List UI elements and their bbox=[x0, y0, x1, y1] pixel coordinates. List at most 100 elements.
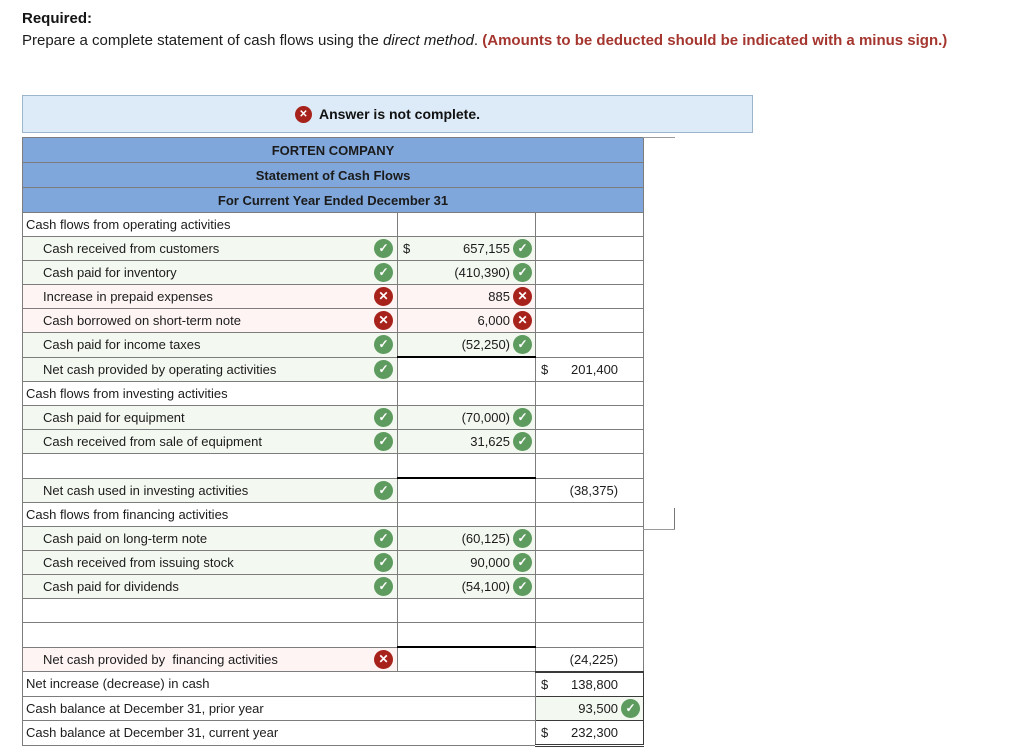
table-row: Cash paid for dividends ✓ (54,100) ✓ bbox=[22, 574, 645, 599]
table-row: Net cash provided by financing activitie… bbox=[22, 646, 645, 672]
row-label: Cash flows from financing activities bbox=[26, 507, 229, 522]
total-cell bbox=[534, 550, 645, 575]
container-border-segment bbox=[643, 529, 675, 530]
row-label-cell[interactable]: Net cash provided by operating activitie… bbox=[22, 356, 398, 382]
instruction-method: direct method bbox=[383, 32, 474, 49]
total-cell bbox=[534, 598, 645, 623]
amount-cell[interactable] bbox=[397, 598, 536, 623]
table-row: Cash flows from financing activities bbox=[22, 502, 645, 527]
row-label: Cash received from customers bbox=[43, 241, 220, 256]
row-label-cell[interactable] bbox=[22, 453, 398, 479]
section-label-cell: Cash flows from investing activities bbox=[22, 381, 398, 406]
table-row: Increase in prepaid expenses ✕ 885 ✕ bbox=[22, 284, 645, 309]
amount-value: 885 bbox=[488, 289, 510, 304]
row-label-cell[interactable]: Cash received from issuing stock ✓ bbox=[22, 550, 398, 575]
table-row: Cash paid for income taxes ✓ (52,250) ✓ bbox=[22, 332, 645, 358]
correct-icon: ✓ bbox=[513, 335, 532, 354]
total-cell bbox=[534, 381, 645, 406]
row-label: Cash flows from operating activities bbox=[26, 217, 231, 232]
correct-icon: ✓ bbox=[513, 263, 532, 282]
container-border-segment bbox=[674, 508, 675, 530]
cash-flow-statement-table: FORTEN COMPANY Statement of Cash Flows F… bbox=[21, 137, 645, 747]
row-label: Cash received from issuing stock bbox=[43, 555, 234, 570]
amount-cell[interactable]: 31,625 ✓ bbox=[397, 429, 536, 454]
amount-cell[interactable]: $657,155 ✓ bbox=[397, 236, 536, 261]
row-label: Net cash provided by operating activitie… bbox=[43, 361, 277, 377]
total-value: 201,400 bbox=[571, 361, 619, 377]
row-label-cell[interactable]: Cash paid for dividends ✓ bbox=[22, 574, 398, 599]
row-label-cell[interactable]: Net cash provided by financing activitie… bbox=[22, 646, 398, 672]
amount-cell[interactable]: (52,250) ✓ bbox=[397, 332, 536, 358]
row-label: Net cash provided by financing activitie… bbox=[43, 651, 278, 667]
dollar-sign: $ bbox=[541, 724, 549, 740]
row-label-cell[interactable]: Increase in prepaid expenses ✕ bbox=[22, 284, 398, 309]
table-row bbox=[22, 453, 645, 479]
row-label-cell[interactable]: Cash borrowed on short-term note ✕ bbox=[22, 308, 398, 333]
correct-icon: ✓ bbox=[513, 432, 532, 451]
amount-cell[interactable]: (70,000) ✓ bbox=[397, 405, 536, 430]
amount-cell[interactable] bbox=[397, 622, 536, 648]
row-label: Cash balance at December 31, current yea… bbox=[26, 725, 279, 740]
table-row: Net cash provided by operating activitie… bbox=[22, 356, 645, 382]
total-cell bbox=[534, 260, 645, 285]
total-value-box: $138,800 bbox=[537, 673, 643, 695]
amount-value-box: (54,100) ✓ bbox=[399, 576, 535, 598]
amount-value: 31,625 bbox=[470, 434, 510, 449]
amount-cell[interactable] bbox=[397, 453, 536, 479]
table-row: Cash received from customers ✓ $657,155 ✓ bbox=[22, 236, 645, 261]
row-label-cell[interactable] bbox=[22, 598, 398, 623]
amount-cell[interactable]: 90,000 ✓ bbox=[397, 550, 536, 575]
instructions-block: Required: Prepare a complete statement o… bbox=[22, 8, 1017, 52]
total-cell bbox=[534, 526, 645, 551]
correct-icon: ✓ bbox=[374, 263, 393, 282]
amount-cell[interactable]: 6,000 ✕ bbox=[397, 308, 536, 333]
row-label-cell[interactable]: Net cash used in investing activities ✓ bbox=[22, 477, 398, 503]
amount-cell[interactable]: (410,390) ✓ bbox=[397, 260, 536, 285]
company-name-header: FORTEN COMPANY bbox=[21, 137, 645, 163]
row-label-cell[interactable]: Cash paid for inventory ✓ bbox=[22, 260, 398, 285]
row-label-cell[interactable]: Cash received from customers ✓ bbox=[22, 236, 398, 261]
row-label: Cash paid for equipment bbox=[43, 410, 185, 425]
instruction-period: . bbox=[473, 32, 483, 49]
amount-value-box: 885 ✕ bbox=[399, 286, 535, 308]
row-label: Cash paid for dividends bbox=[43, 579, 179, 594]
dollar-sign: $ bbox=[403, 241, 411, 256]
total-cell bbox=[534, 405, 645, 430]
statement-title-header: Statement of Cash Flows bbox=[21, 162, 645, 188]
total-value-box: 93,500 ✓ bbox=[537, 697, 643, 719]
container-border-segment bbox=[643, 137, 675, 138]
correct-icon: ✓ bbox=[374, 239, 393, 258]
correct-icon: ✓ bbox=[374, 529, 393, 548]
amount-cell[interactable]: (60,125) ✓ bbox=[397, 526, 536, 551]
table-row: Cash balance at December 31, current yea… bbox=[22, 719, 645, 747]
dollar-sign: $ bbox=[541, 676, 549, 692]
table-row: Cash paid for equipment ✓ (70,000) ✓ bbox=[22, 405, 645, 430]
amount-cell bbox=[397, 356, 536, 382]
amount-value: (410,390) bbox=[454, 265, 510, 280]
total-value: (24,225) bbox=[569, 651, 619, 667]
dollar-sign: $ bbox=[541, 361, 549, 377]
instruction-warning: (Amounts to be deducted should be indica… bbox=[482, 32, 948, 49]
total-value-box: (24,225) bbox=[537, 648, 643, 671]
row-label-cell[interactable]: Cash paid for income taxes ✓ bbox=[22, 332, 398, 358]
amount-value: (52,250) bbox=[461, 337, 510, 352]
amount-value-box: (60,125) ✓ bbox=[399, 528, 535, 550]
amount-value: (60,125) bbox=[461, 531, 510, 546]
row-label-cell[interactable]: Cash paid for equipment ✓ bbox=[22, 405, 398, 430]
row-label-cell[interactable] bbox=[22, 622, 398, 648]
table-row bbox=[22, 598, 645, 623]
required-heading: Required: bbox=[22, 10, 93, 27]
row-label: Cash flows from investing activities bbox=[26, 386, 228, 401]
row-label-cell[interactable]: Cash paid on long-term note ✓ bbox=[22, 526, 398, 551]
answer-status-banner: ✕ Answer is not complete. bbox=[22, 95, 753, 133]
section-label-cell: Cash flows from financing activities bbox=[22, 502, 398, 527]
total-cell bbox=[534, 622, 645, 648]
total-cell[interactable]: 93,500 ✓ bbox=[534, 695, 645, 721]
row-label-cell[interactable]: Cash received from sale of equipment ✓ bbox=[22, 429, 398, 454]
amount-cell[interactable]: 885 ✕ bbox=[397, 284, 536, 309]
amount-cell[interactable]: (54,100) ✓ bbox=[397, 574, 536, 599]
row-label: Cash paid for income taxes bbox=[43, 337, 201, 353]
amount-value-box: 31,625 ✓ bbox=[399, 431, 535, 453]
total-cell bbox=[534, 453, 645, 479]
correct-icon: ✓ bbox=[513, 408, 532, 427]
